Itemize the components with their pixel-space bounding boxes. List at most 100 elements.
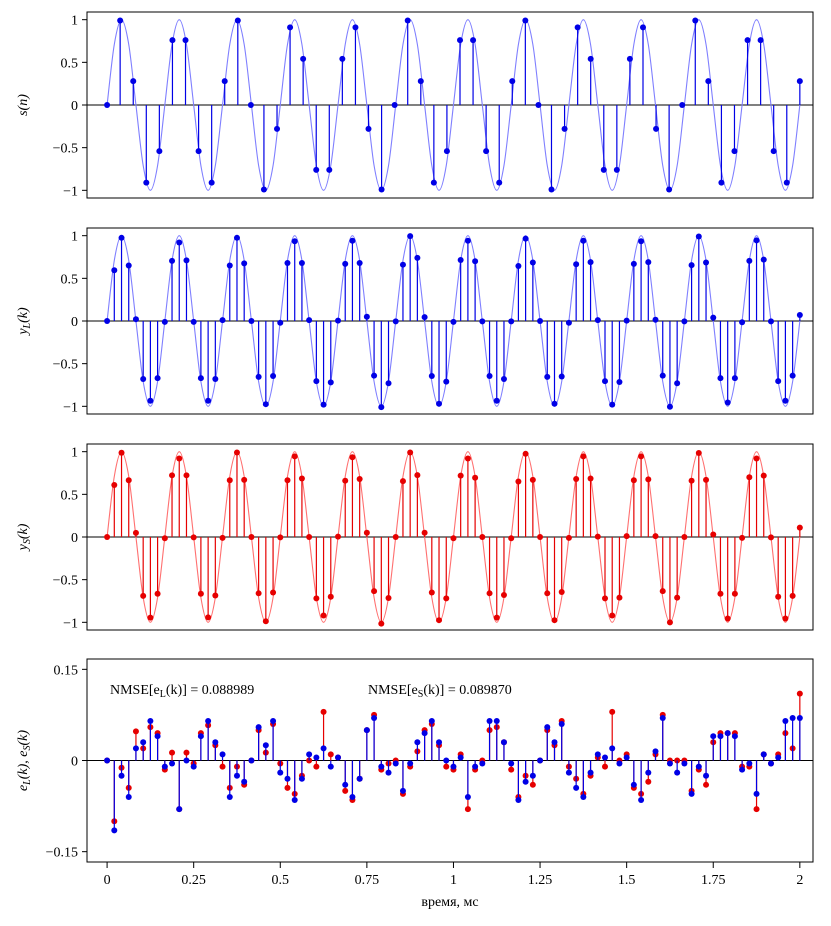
stem-marker [472, 474, 479, 481]
stem-marker [443, 148, 450, 155]
y-tick-label: −1 [63, 184, 78, 199]
stem-marker [703, 781, 710, 788]
stem-marker [327, 379, 334, 386]
y-tick-label: 1 [71, 446, 78, 461]
stem-marker [349, 793, 356, 800]
stem-marker [782, 717, 789, 724]
stem-marker [623, 754, 630, 761]
stem-marker [746, 474, 753, 481]
stem-marker [789, 592, 796, 599]
stem-marker [183, 749, 190, 756]
stem-marker [270, 373, 277, 380]
stem-marker [436, 400, 443, 407]
stem-marker [508, 535, 515, 542]
stem-marker [233, 772, 240, 779]
stem-marker [436, 739, 443, 746]
stem-marker [609, 612, 616, 619]
stem-marker [352, 24, 359, 31]
stem-marker [548, 186, 555, 193]
stem-marker [291, 238, 298, 245]
stem-marker [255, 590, 262, 597]
stem-marker [464, 806, 471, 813]
x-tick-label: 1.25 [528, 873, 553, 888]
stem-marker [176, 806, 183, 813]
stem-marker [679, 102, 686, 108]
stem-marker [241, 476, 248, 483]
stem-marker [666, 403, 673, 410]
stem-marker [587, 55, 594, 62]
stem-marker [421, 730, 428, 737]
stem-marker [464, 793, 471, 800]
stem-marker [118, 449, 125, 456]
stem-marker [522, 778, 529, 785]
stem-marker [522, 17, 529, 24]
stem-marker [371, 588, 378, 595]
stem-marker [450, 763, 457, 770]
stem-marker [339, 55, 346, 62]
stem-marker [464, 237, 471, 244]
stem-marker [692, 17, 699, 24]
stem-marker [522, 450, 529, 457]
stem-marker [703, 476, 710, 483]
stem-marker [760, 472, 767, 479]
stem-marker [169, 749, 176, 756]
stem-marker [639, 24, 646, 31]
stem-marker [783, 179, 790, 186]
stem-marker [320, 708, 327, 715]
stem-marker [140, 376, 147, 383]
plot-area [104, 233, 803, 411]
stem-marker [183, 757, 190, 764]
stem-marker [558, 721, 565, 728]
stem-marker [457, 472, 464, 479]
stem-marker [417, 78, 424, 85]
stem-marker [717, 590, 724, 597]
stem-marker [277, 534, 284, 541]
stem-marker [326, 166, 333, 173]
stem-marker [602, 378, 609, 385]
stem-marker [464, 455, 471, 462]
y-tick-label: −0.5 [53, 358, 78, 373]
stem-marker [508, 766, 515, 773]
stem-marker [705, 78, 712, 85]
stem-marker [574, 24, 581, 31]
stem-marker [565, 319, 572, 326]
stem-marker [270, 717, 277, 724]
stem-marker [219, 751, 226, 758]
stem-marker [479, 760, 486, 767]
y-tick-label: 0.5 [61, 272, 79, 287]
stem-marker [602, 763, 609, 770]
stem-marker [666, 186, 673, 193]
stem-marker [613, 166, 620, 173]
stem-marker [284, 784, 291, 791]
stem-marker [796, 312, 803, 319]
stem-marker [710, 733, 717, 740]
stem-marker [414, 739, 421, 746]
stem-marker [470, 37, 477, 44]
stem-marker [616, 594, 623, 601]
stem-marker [371, 372, 378, 379]
stem-marker [233, 234, 240, 241]
stem-marker [226, 793, 233, 800]
stem-marker [486, 373, 493, 380]
stem-marker [161, 318, 168, 325]
stem-marker [287, 24, 294, 31]
stem-marker [313, 763, 320, 770]
stem-marker [248, 757, 255, 764]
stem-marker [616, 760, 623, 767]
x-tick-label: 1.75 [701, 873, 726, 888]
stem-marker [205, 717, 212, 724]
stem-marker [356, 259, 363, 266]
y-tick-label: 1 [71, 230, 78, 245]
stem-marker [234, 17, 241, 24]
stem-marker [558, 589, 565, 596]
stem-marker [342, 477, 349, 484]
stem-marker [363, 313, 370, 320]
stem-marker [746, 257, 753, 264]
y-tick-label: −1 [63, 616, 78, 631]
stem-marker [457, 256, 464, 263]
stem-marker [688, 477, 695, 484]
stem-marker [515, 262, 522, 269]
stem-marker [537, 757, 544, 764]
stem-marker [306, 317, 313, 324]
